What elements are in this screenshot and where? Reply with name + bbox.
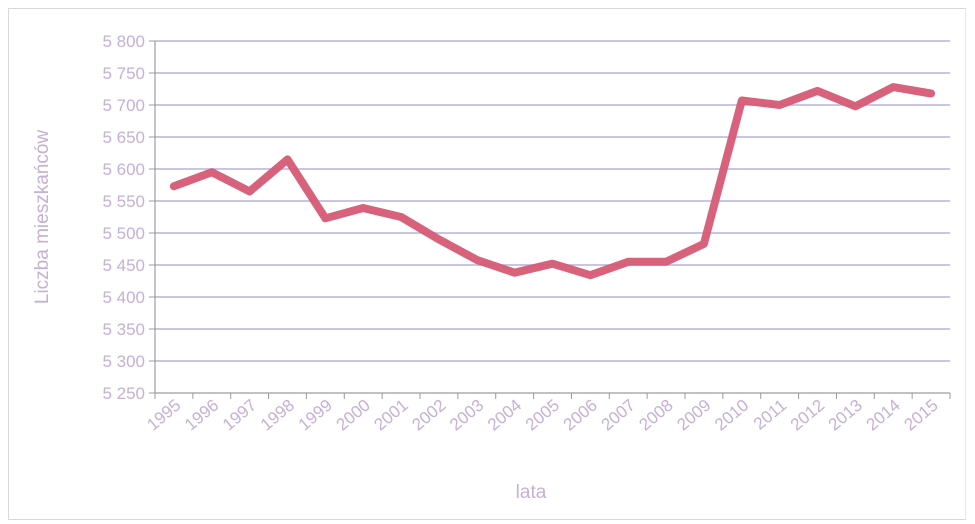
- y-tick-label: 5 450: [102, 256, 145, 275]
- x-tick-label: 2012: [787, 396, 828, 435]
- y-tick-label: 5 650: [102, 128, 145, 147]
- gridlines: [155, 40, 950, 362]
- x-tick-label: 2006: [560, 396, 601, 435]
- y-tick-label: 5 700: [102, 96, 145, 115]
- x-tick-label: 2004: [484, 396, 525, 435]
- x-tick-label: 2014: [863, 396, 904, 435]
- x-tick-label: 2015: [900, 396, 941, 435]
- y-tick-labels: 5 800 5 750 5 700 5 650 5 600 5 550 5 500 5 450…: [102, 32, 145, 403]
- x-tick-label: 2011: [750, 396, 790, 434]
- y-tick-label: 5 250: [102, 384, 145, 403]
- x-tick-label: 2010: [711, 396, 752, 435]
- x-tick-label: 2000: [333, 396, 374, 435]
- x-tick-label: 1998: [257, 396, 298, 435]
- y-tick-label: 5 400: [102, 288, 145, 307]
- x-tick-label: 1999: [295, 396, 336, 435]
- series-group: [169, 83, 936, 280]
- x-tick-label: 2007: [598, 396, 639, 435]
- y-tick-label: 5 300: [102, 352, 145, 371]
- x-tick-label: 2005: [522, 396, 563, 435]
- y-axis-title: Liczba mieszkańców: [32, 130, 53, 305]
- y-tick-label: 5 750: [102, 64, 145, 83]
- axes: [149, 40, 951, 399]
- x-tick-labels: 1995199619971998199920002001200220032004…: [143, 396, 941, 435]
- chart-frame: [8, 8, 966, 520]
- x-tick-label: 1996: [181, 396, 222, 435]
- x-tick-label: 2008: [635, 396, 676, 435]
- y-tick-label: 5 800: [102, 32, 145, 51]
- x-axis-title: lata: [516, 482, 547, 503]
- x-tick-label: 1995: [143, 396, 184, 435]
- series-line: [169, 83, 936, 280]
- y-tick-label: 5 500: [102, 224, 145, 243]
- y-tick-label: 5 350: [102, 320, 145, 339]
- x-tick-label: 2013: [825, 396, 866, 435]
- y-tick-label: 5 600: [102, 160, 145, 179]
- x-tick-label: 1997: [219, 396, 260, 435]
- y-tick-label: 5 550: [102, 192, 145, 211]
- x-tick-label: 2002: [408, 396, 449, 435]
- x-tick-label: 2003: [446, 396, 487, 435]
- x-tick-label: 2009: [673, 396, 714, 435]
- x-tick-label: 2001: [370, 396, 411, 435]
